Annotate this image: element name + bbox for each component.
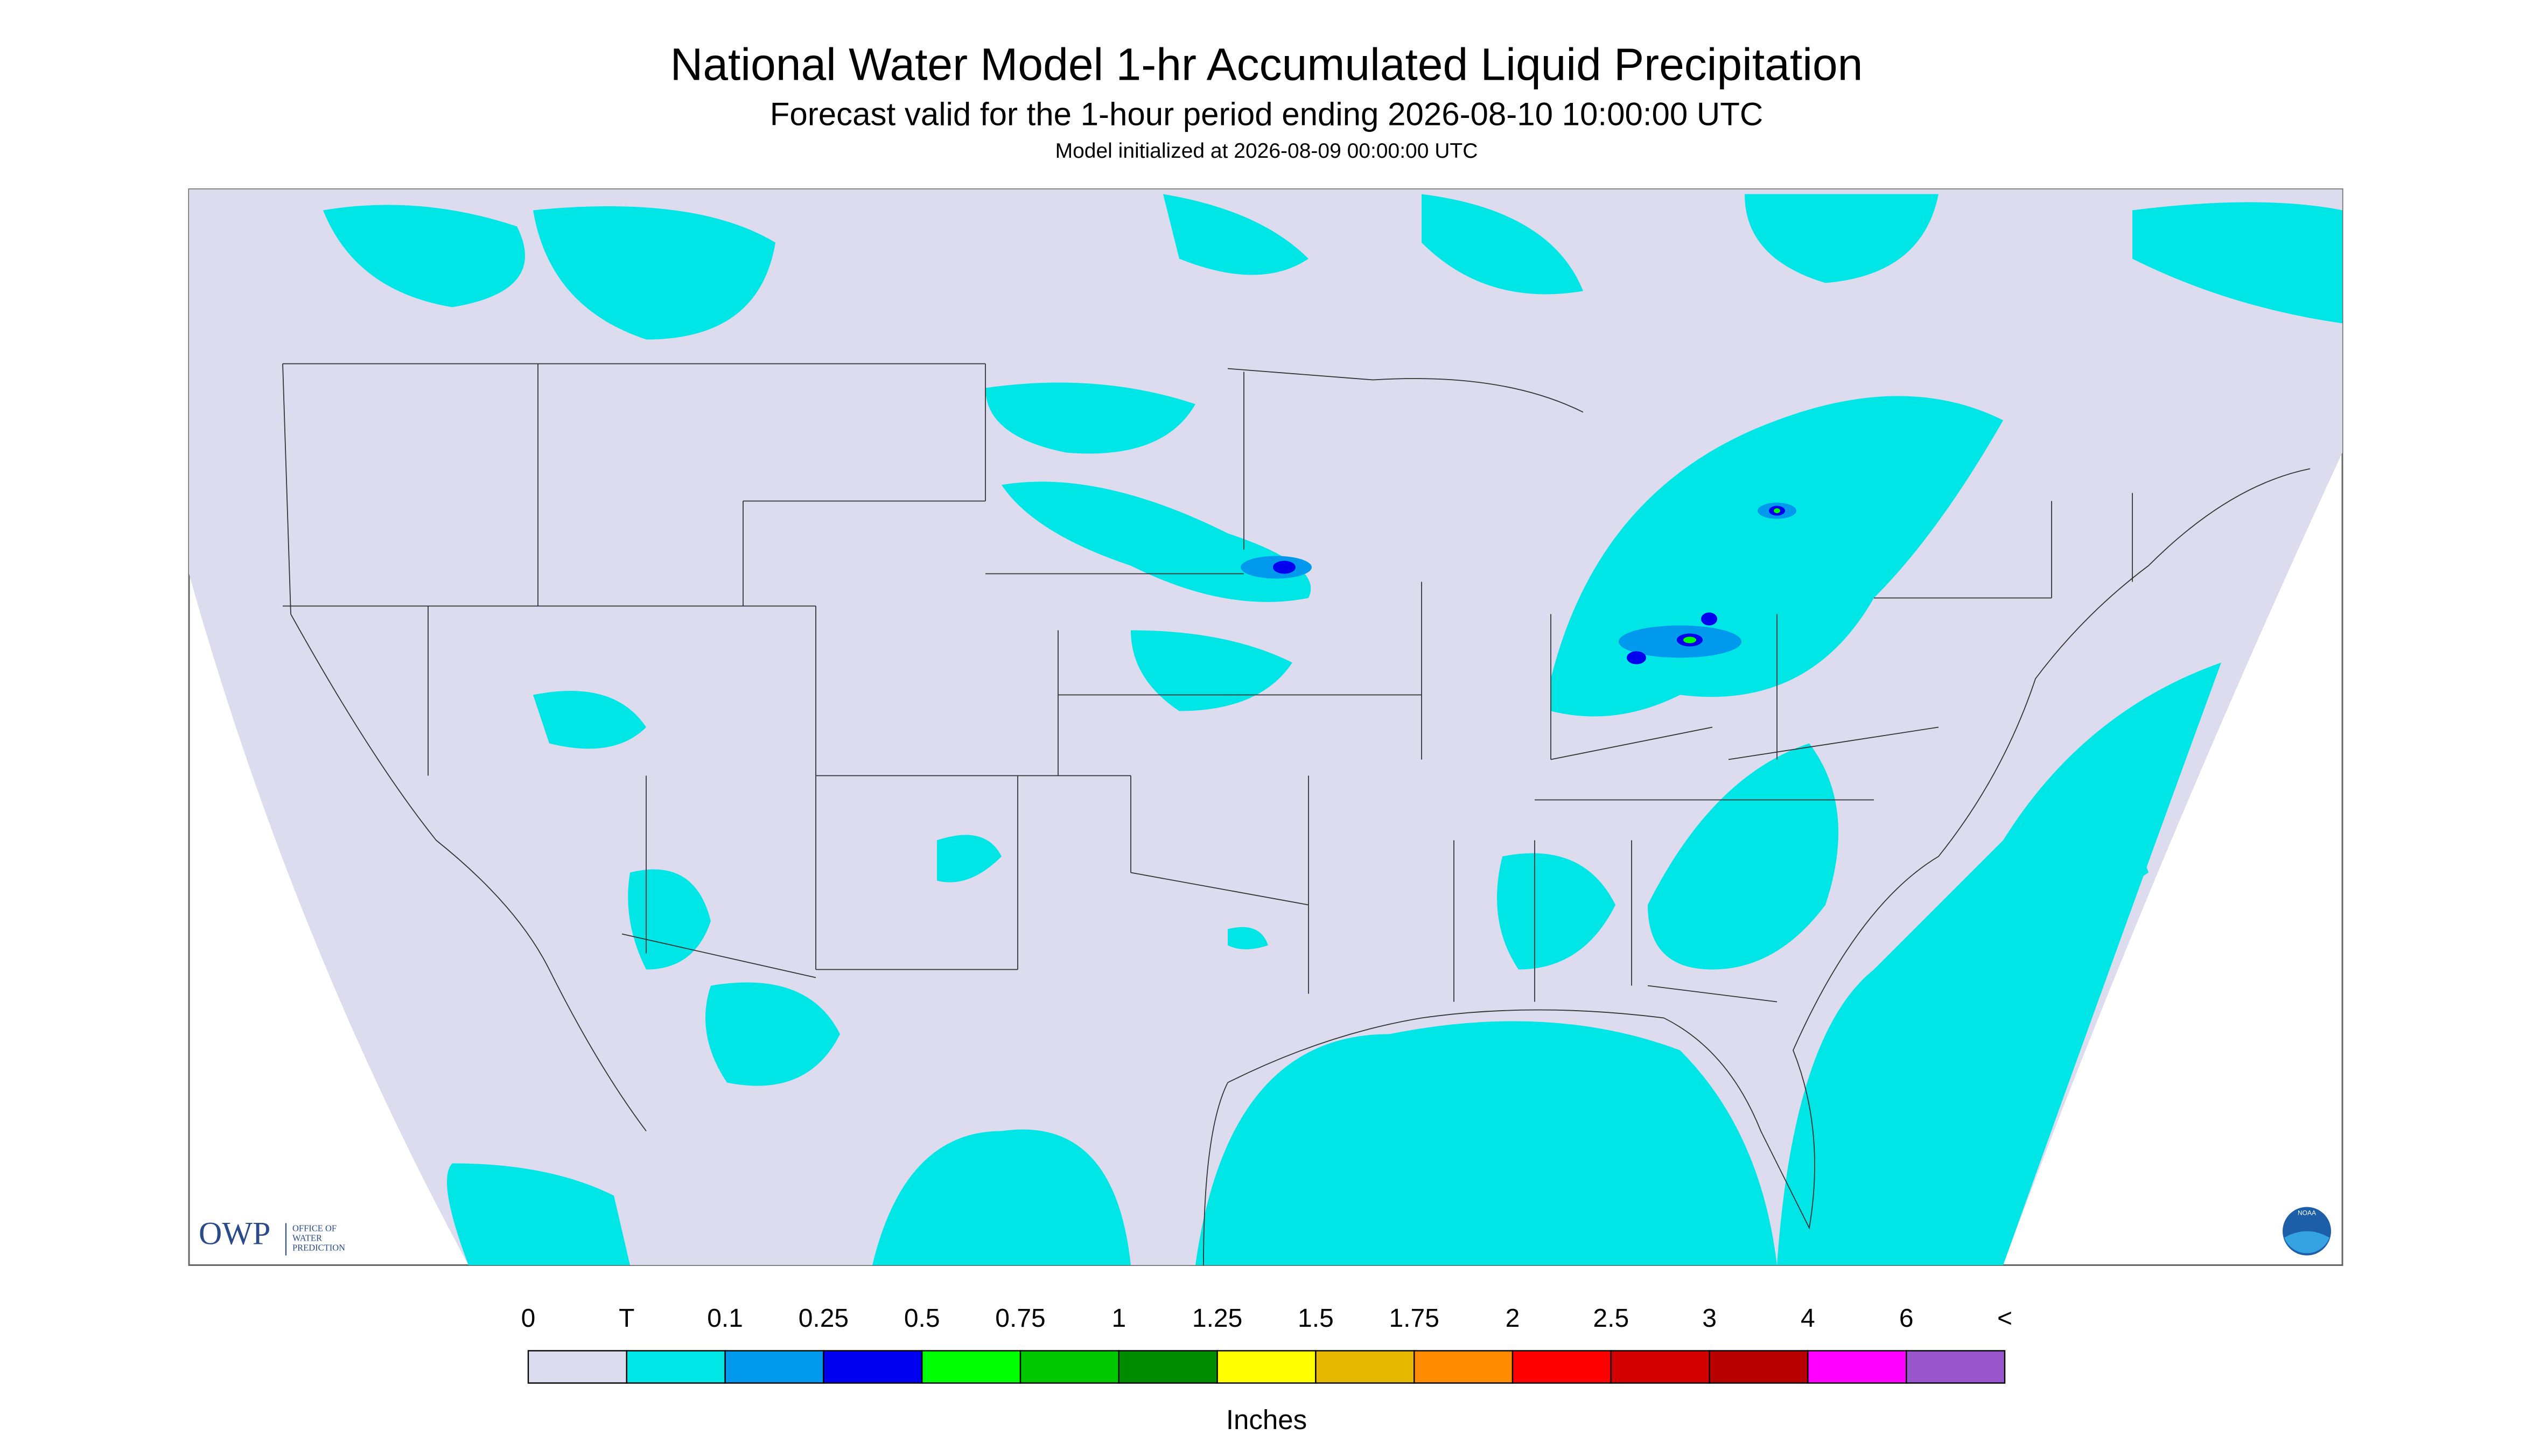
legend-swatch — [1118, 1350, 1218, 1384]
legend-swatch — [1512, 1350, 1612, 1384]
legend-label: 0.1 — [707, 1304, 743, 1333]
title: National Water Model 1-hr Accumulated Li… — [670, 39, 1863, 90]
legend-label: 6 — [1899, 1304, 1914, 1333]
precip-heavy — [1241, 502, 1796, 664]
legend-swatch — [1315, 1350, 1415, 1384]
legend-label: < — [1997, 1304, 2012, 1333]
legend-swatch — [921, 1350, 1021, 1384]
init-note: Model initialized at 2026-08-09 00:00:00… — [1055, 139, 1478, 163]
legend-unit: Inches — [1226, 1404, 1307, 1435]
legend-swatch — [724, 1350, 824, 1384]
legend-label: 1 — [1111, 1304, 1126, 1333]
legend-swatch — [1216, 1350, 1317, 1384]
legend-swatch — [1709, 1350, 1809, 1384]
legend-label: 0.25 — [799, 1304, 849, 1333]
noaa-text: NOAA — [2298, 1209, 2316, 1217]
legend-label: 2.5 — [1593, 1304, 1629, 1333]
owp-subtext: PREDICTION — [292, 1243, 345, 1253]
legend-label: 1.25 — [1192, 1304, 1242, 1333]
legend-swatch — [1019, 1350, 1120, 1384]
owp-mark: OWP — [199, 1216, 270, 1251]
legend-label: 1.5 — [1298, 1304, 1334, 1333]
legend: Inches 0 T 0.1 0.25 0.5 0.75 1 1.25 1.5 1.75 2 2.5 3… — [521, 1304, 2012, 1435]
legend-label: 1.75 — [1389, 1304, 1439, 1333]
noaa-logo: NOAA — [2283, 1207, 2331, 1256]
legend-label: 0.5 — [904, 1304, 940, 1333]
legend-label: T — [619, 1304, 634, 1333]
legend-swatch — [1905, 1350, 2006, 1384]
subtitle: Forecast valid for the 1-hour period end… — [770, 96, 1763, 132]
legend-label: 0 — [521, 1304, 536, 1333]
legend-label: 4 — [1801, 1304, 1815, 1333]
legend-swatch — [527, 1350, 628, 1384]
legend-swatch — [1414, 1350, 1514, 1384]
legend-swatch — [1610, 1350, 1710, 1384]
legend-swatch — [823, 1350, 923, 1384]
legend-label: 0.75 — [995, 1304, 1045, 1333]
legend-label: 3 — [1702, 1304, 1717, 1333]
legend-swatch — [1807, 1350, 1907, 1384]
legend-label: 2 — [1506, 1304, 1520, 1333]
boundaries — [282, 363, 2311, 1265]
legend-swatch — [626, 1350, 726, 1384]
owp-subtext: WATER — [292, 1233, 322, 1243]
owp-subtext: OFFICE OF — [292, 1223, 337, 1234]
